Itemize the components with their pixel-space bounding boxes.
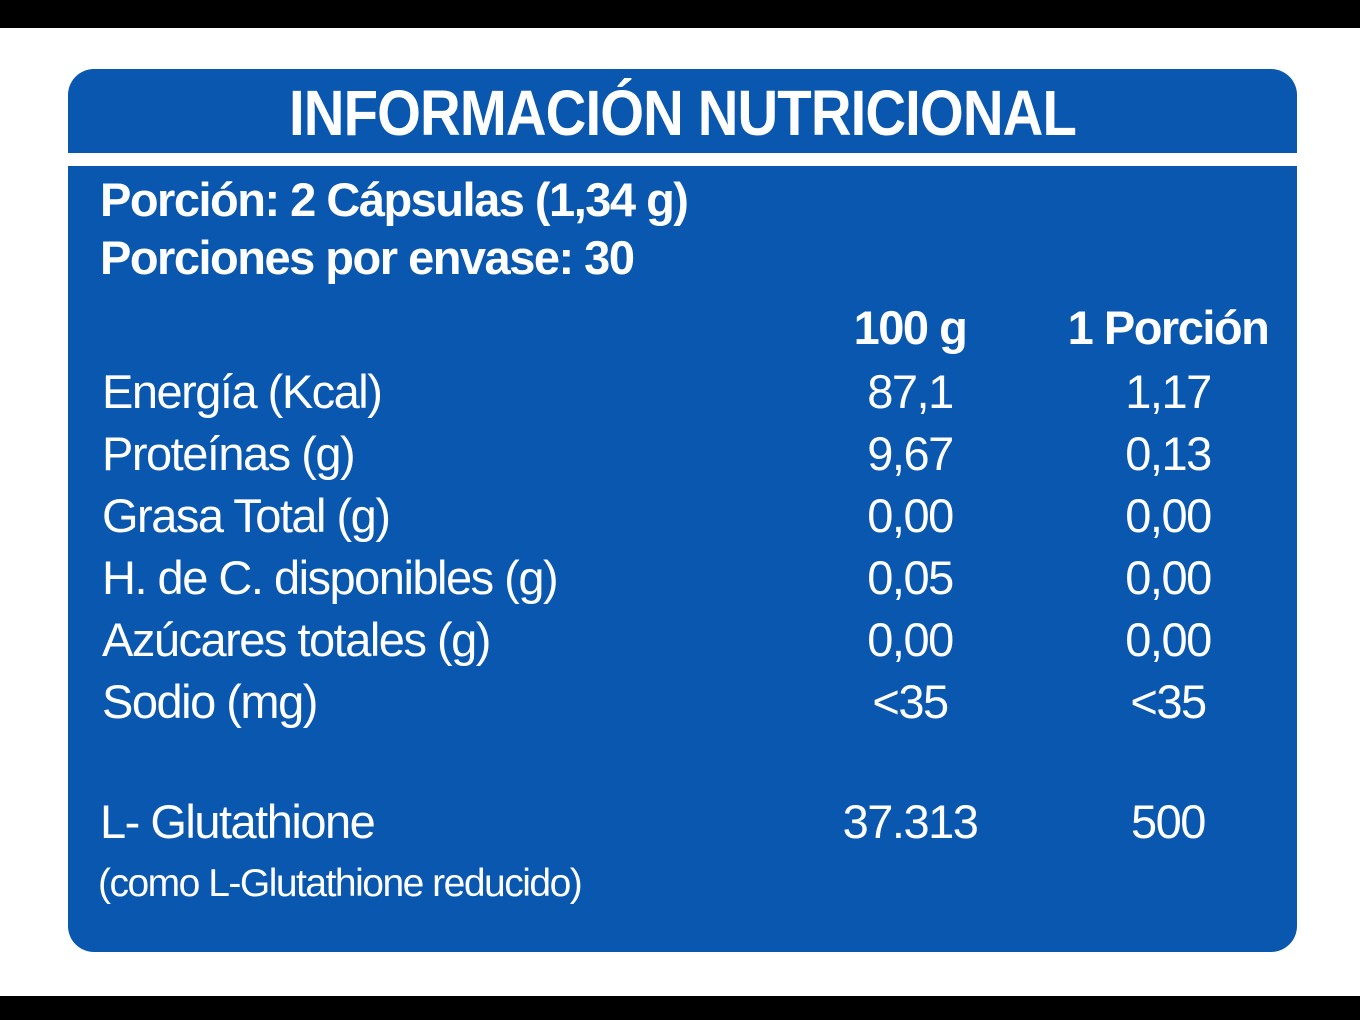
serving-size-line: Porción: 2 Cápsulas (1,34 g) <box>100 173 689 226</box>
value-per-100g: 0,05 <box>867 551 954 604</box>
servings-per-container-line: Porciones por envase: 30 <box>100 231 635 284</box>
nutrient-name: Azúcares totales (g) <box>102 613 491 666</box>
value-per-portion: 0,00 <box>1125 613 1212 666</box>
table-row: Sodio (mg) <35 <35 <box>68 671 1297 733</box>
table-row: Grasa Total (g) 0,00 0,00 <box>68 485 1297 547</box>
value-per-100g: 37.313 <box>842 795 979 848</box>
value-per-100g: 9,67 <box>867 427 954 480</box>
value-per-portion: 1,17 <box>1125 365 1212 418</box>
table-row: H. de C. disponibles (g) 0,05 0,00 <box>68 547 1297 609</box>
nutrient-name: Grasa Total (g) <box>102 489 391 542</box>
value-per-100g: 0,00 <box>867 613 954 666</box>
serving-info: Porción: 2 Cápsulas (1,34 g) Porciones p… <box>100 171 689 287</box>
nutrient-name: Energía (Kcal) <box>102 365 383 418</box>
nutrient-name: H. de C. disponibles (g) <box>102 551 559 604</box>
value-per-100g: 87,1 <box>867 365 954 418</box>
nutrient-name: L- Glutathione <box>100 795 376 848</box>
value-per-portion: <35 <box>1130 675 1207 728</box>
column-header-per-100g: 100 g <box>853 301 968 354</box>
glutathione-note: (como L-Glutathione reducido) <box>98 862 583 905</box>
nutrient-name: Sodio (mg) <box>102 675 318 728</box>
top-letterbox-bar <box>0 0 1360 28</box>
value-per-portion: 0,00 <box>1125 551 1212 604</box>
table-row: Energía (Kcal) 87,1 1,17 <box>68 361 1297 423</box>
bottom-letterbox-bar <box>0 996 1360 1020</box>
column-headers: 100 g 1 Porción <box>68 297 1297 359</box>
column-header-per-portion: 1 Porción <box>1067 301 1270 354</box>
label-title: INFORMACIÓN NUTRICIONAL <box>289 77 1077 149</box>
glutathione-row: L- Glutathione 37.313 500 <box>68 791 1297 853</box>
value-per-portion: 0,00 <box>1125 489 1212 542</box>
table-row: Azúcares totales (g) 0,00 0,00 <box>68 609 1297 671</box>
nutrient-name: Proteínas (g) <box>102 427 356 480</box>
nutrition-label-panel: INFORMACIÓN NUTRICIONAL Porción: 2 Cápsu… <box>68 69 1297 952</box>
table-row: Proteínas (g) 9,67 0,13 <box>68 423 1297 485</box>
value-per-100g: <35 <box>872 675 949 728</box>
title-divider-line <box>68 153 1297 166</box>
value-per-portion: 500 <box>1131 795 1206 848</box>
nutrient-table: Energía (Kcal) 87,1 1,17 Proteínas (g) 9… <box>68 361 1297 733</box>
value-per-portion: 0,13 <box>1125 427 1212 480</box>
value-per-100g: 0,00 <box>867 489 954 542</box>
